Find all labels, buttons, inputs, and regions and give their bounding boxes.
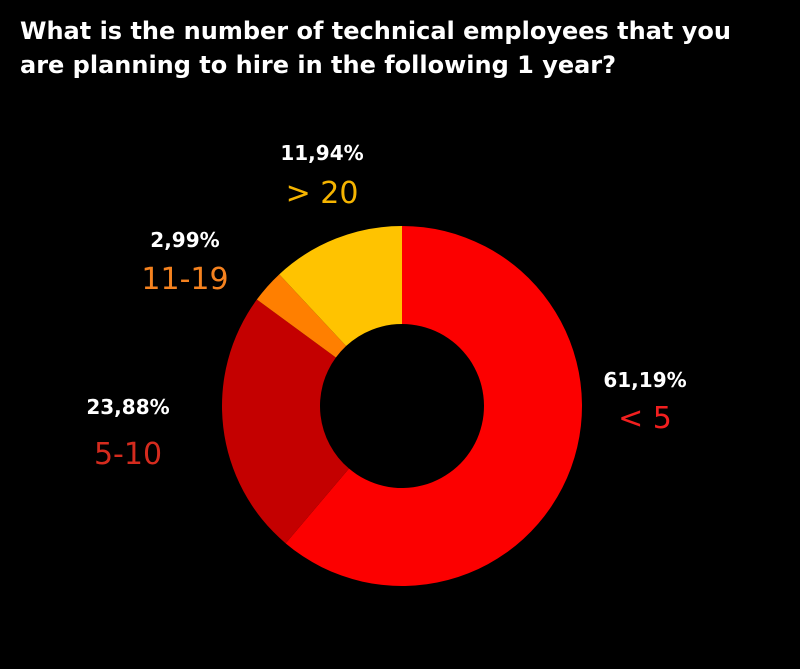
slice-percent-label: 2,99% xyxy=(150,228,219,252)
chart-title: What is the number of technical employee… xyxy=(20,17,731,79)
donut-slice-4 xyxy=(279,226,402,347)
donut-slice-2 xyxy=(222,299,349,544)
slice-category-label: > 20 xyxy=(286,176,359,211)
slice-category-label: 11-19 xyxy=(141,262,228,297)
donut-slice-3 xyxy=(256,274,347,358)
slice-percent-label: 61,19% xyxy=(603,368,686,392)
slice-category-label: < 5 xyxy=(618,401,672,436)
slice-percent-label: 11,94% xyxy=(280,141,363,165)
slice-category-label: 5-10 xyxy=(94,437,162,472)
slice-percent-label: 23,88% xyxy=(86,395,169,419)
donut-slice-1 xyxy=(285,226,583,587)
